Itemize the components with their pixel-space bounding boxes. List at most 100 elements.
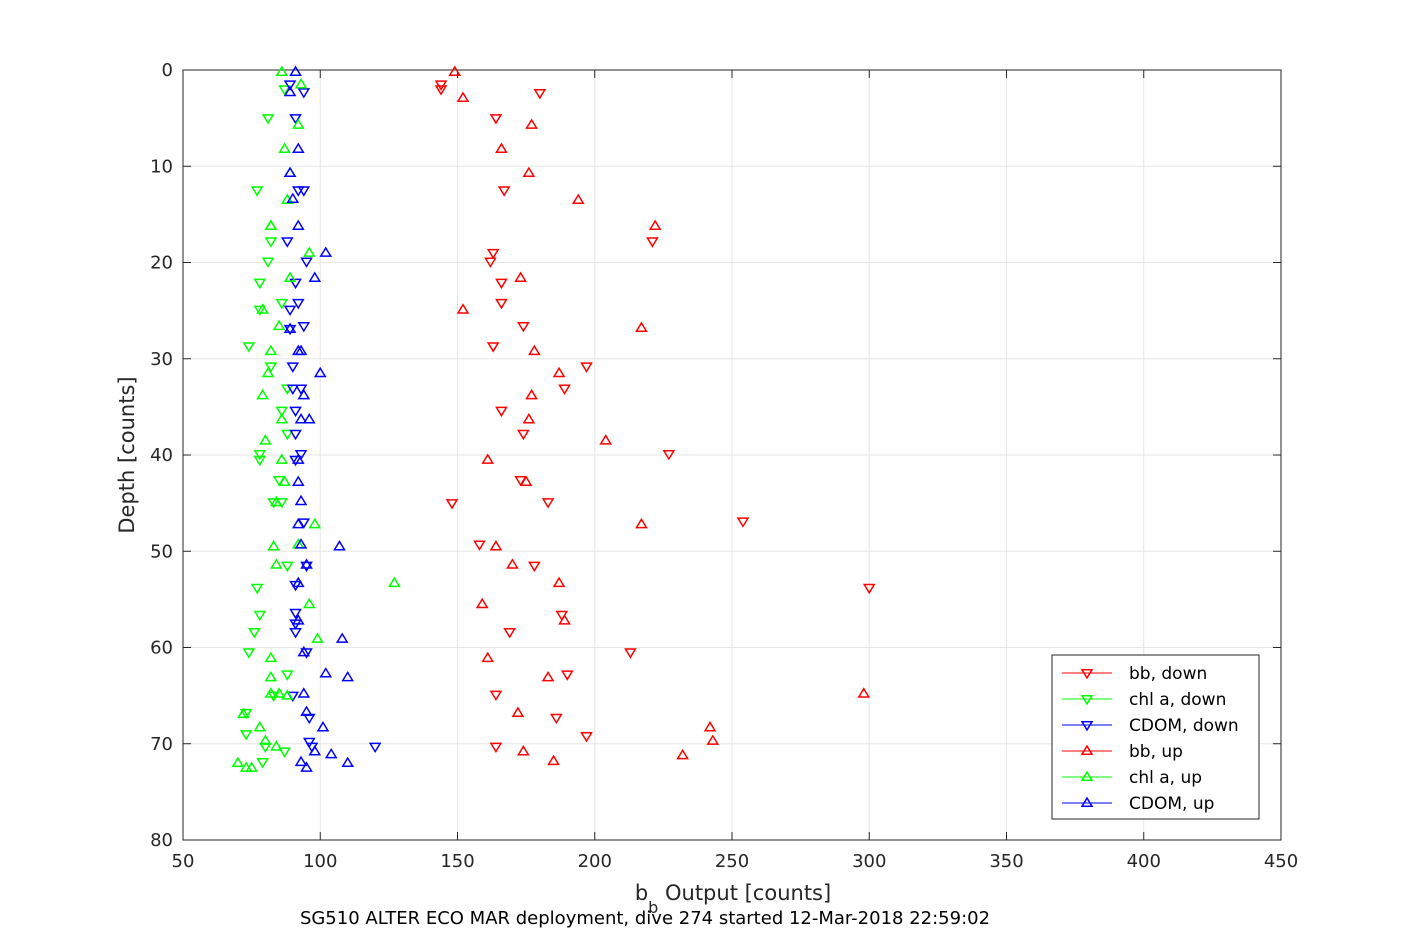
y-tick-label: 30 [150,349,173,370]
data-point [261,114,275,125]
data-point [275,65,289,76]
series-3 [448,65,871,766]
data-point [302,246,316,257]
ticks: 50 100 150 200 250 300 350 400 450 0 10 20 30 40 50 60 7… [150,60,1298,872]
data-point [528,561,541,573]
data-point [503,628,516,639]
data-point [489,540,503,551]
y-tick-label: 20 [150,253,173,274]
data-point [275,406,289,418]
data-point [253,455,267,467]
y-tick-label: 50 [150,541,173,562]
data-point [324,747,338,759]
data-point [269,495,283,507]
legend-label: bb, down [1129,664,1207,684]
legend-label: bb, up [1129,742,1183,762]
data-point [648,219,662,230]
data-point [300,257,313,268]
y-tick-label: 60 [150,638,173,659]
data-point [434,85,448,96]
data-point [522,412,536,424]
data-point [316,720,330,732]
data-point [283,305,297,317]
data-point [289,406,302,418]
legend-label: CDOM, up [1129,794,1214,814]
data-point [495,142,508,153]
data-point [239,708,253,720]
data-point [259,434,272,445]
data-point [253,449,267,461]
data-point [525,388,538,400]
data-point [261,366,275,378]
data-point [256,303,269,314]
data-point [489,114,503,125]
data-point [473,540,486,551]
y-tick-label: 40 [150,445,173,466]
data-point [264,237,278,248]
data-point [456,303,470,314]
data-point [294,755,308,767]
data-point [514,271,527,282]
data-point [489,742,503,754]
data-point [489,690,503,702]
data-point [599,434,613,445]
data-point [302,597,316,609]
legend-item: bb, down [1062,664,1207,684]
data-point [283,166,297,178]
data-point [259,742,272,754]
data-point [302,713,316,725]
x-tick-label: 200 [578,851,612,872]
data-point [278,747,291,758]
data-point [253,720,267,732]
data-point [736,517,750,528]
data-point [250,583,264,595]
data-point [580,732,593,743]
data-point [289,455,302,467]
data-point [291,475,305,486]
legend: bb, down chl a, down CDOM, down bb, up chl a… [1051,654,1260,820]
data-point [676,748,689,760]
x-axis-label-subscript: b [648,898,658,917]
data-point [272,319,286,331]
data-point [294,344,308,356]
data-point [302,737,316,749]
data-point [239,761,253,772]
data-point [291,298,305,310]
legend-marker [1080,744,1094,756]
x-tick-label: 350 [989,851,1023,872]
data-point [517,321,530,333]
data-point [300,558,313,569]
data-point [486,248,500,260]
data-point [484,257,497,268]
data-point [313,366,327,378]
data-point [558,384,571,395]
data-point [333,540,346,551]
legend-item: CDOM, up [1062,794,1214,814]
data-point [267,498,280,509]
data-point [519,475,533,486]
data-point [857,687,871,698]
data-point [275,412,289,424]
data-point [283,271,297,282]
data-point [291,453,305,464]
data-point [256,757,269,769]
data-point [283,324,297,336]
data-point [297,186,311,197]
legend-marker [1080,796,1094,808]
legend-item: chl a, up [1062,768,1202,788]
data-marks [231,65,876,772]
data-point [275,453,289,464]
data-point [286,384,300,395]
x-tick-label: 100 [303,851,337,872]
data-point [231,756,245,768]
data-point [264,344,278,356]
data-point [495,278,508,290]
data-point [302,412,316,424]
data-point [280,429,294,441]
data-point [289,65,302,76]
data-point [291,118,305,129]
data-point [506,558,519,569]
data-point [280,689,294,700]
data-point [525,118,538,129]
data-point [297,88,311,99]
